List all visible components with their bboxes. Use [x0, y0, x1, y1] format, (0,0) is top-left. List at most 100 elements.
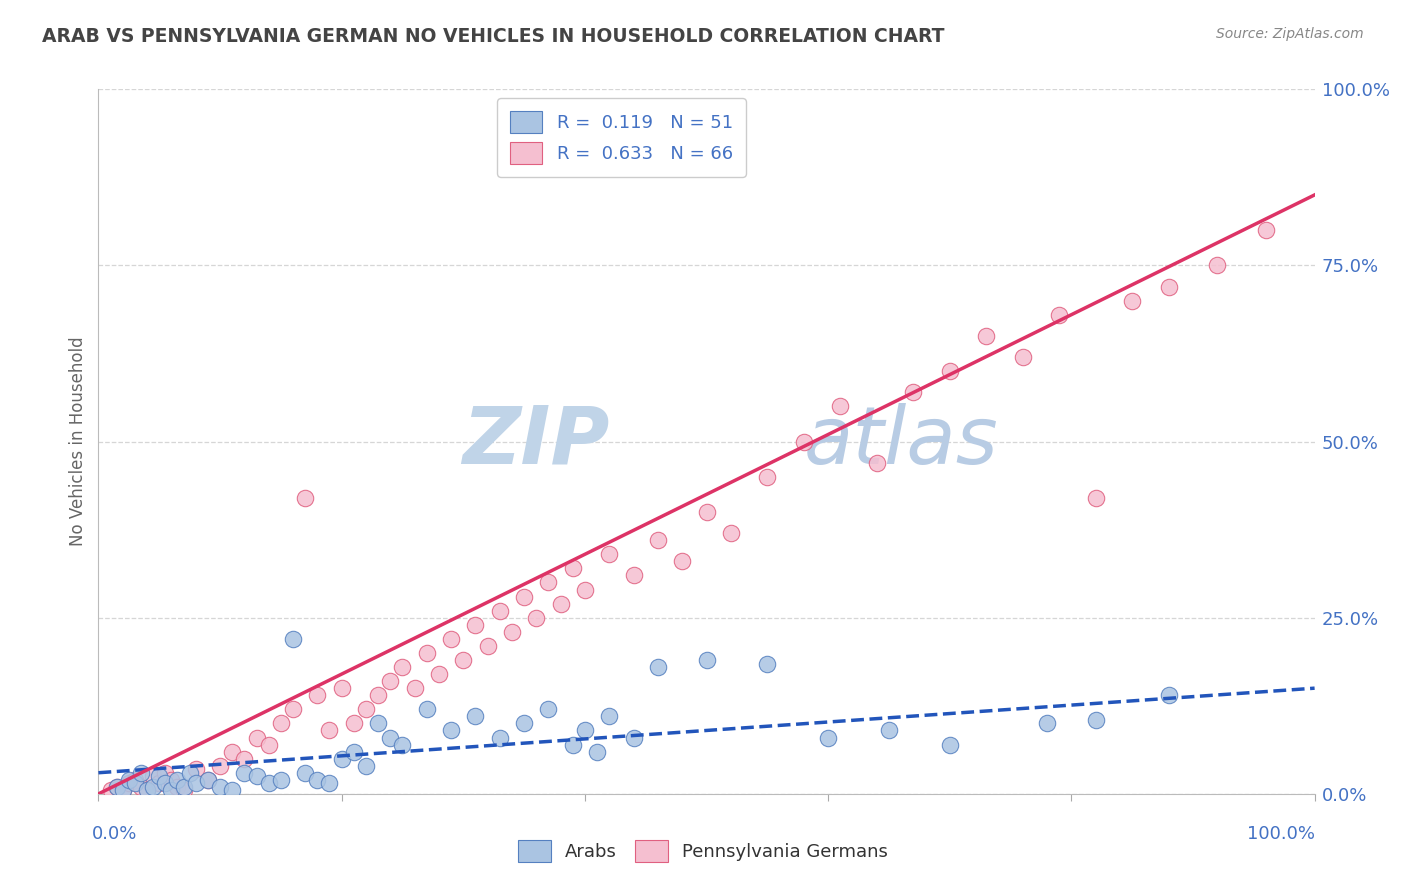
Point	[129, 765, 152, 780]
Point	[817, 731, 839, 745]
Point	[184, 776, 207, 790]
Point	[197, 772, 219, 787]
Point	[647, 533, 669, 548]
Point	[464, 709, 486, 723]
Point	[561, 738, 583, 752]
Point	[524, 610, 547, 624]
Text: 0.0%: 0.0%	[91, 825, 136, 843]
Text: Source: ZipAtlas.com: Source: ZipAtlas.com	[1216, 27, 1364, 41]
Point	[696, 653, 718, 667]
Point	[598, 709, 620, 723]
Point	[294, 765, 316, 780]
Point	[179, 765, 201, 780]
Point	[354, 758, 377, 772]
Text: atlas: atlas	[804, 402, 998, 481]
Point	[318, 723, 340, 738]
Point	[720, 526, 742, 541]
Point	[166, 780, 188, 794]
Point	[307, 688, 329, 702]
Legend: Arabs, Pennsylvania Germans: Arabs, Pennsylvania Germans	[510, 833, 896, 870]
Point	[245, 731, 267, 745]
Point	[294, 491, 316, 505]
Point	[877, 723, 900, 738]
Point	[173, 783, 195, 797]
Point	[1254, 223, 1277, 237]
Point	[343, 716, 366, 731]
Point	[1206, 258, 1229, 272]
Point	[307, 772, 329, 787]
Point	[537, 575, 560, 590]
Point	[257, 776, 280, 790]
Point	[155, 765, 177, 780]
Point	[367, 716, 389, 731]
Point	[671, 554, 693, 568]
Point	[1157, 688, 1180, 702]
Point	[160, 772, 183, 787]
Point	[550, 597, 572, 611]
Point	[367, 688, 389, 702]
Point	[427, 667, 450, 681]
Point	[124, 776, 146, 790]
Point	[136, 783, 159, 797]
Point	[793, 434, 815, 449]
Point	[330, 751, 353, 765]
Point	[1121, 293, 1143, 308]
Point	[136, 783, 159, 797]
Point	[488, 731, 510, 745]
Point	[513, 590, 536, 604]
Point	[148, 769, 170, 783]
Point	[330, 681, 353, 696]
Point	[105, 780, 128, 794]
Point	[598, 547, 620, 561]
Point	[233, 751, 256, 765]
Point	[221, 783, 243, 797]
Point	[257, 738, 280, 752]
Point	[974, 328, 997, 343]
Point	[939, 738, 962, 752]
Point	[586, 745, 609, 759]
Point	[1047, 308, 1070, 322]
Point	[440, 632, 463, 646]
Point	[148, 776, 170, 790]
Text: ARAB VS PENNSYLVANIA GERMAN NO VEHICLES IN HOUSEHOLD CORRELATION CHART: ARAB VS PENNSYLVANIA GERMAN NO VEHICLES …	[42, 27, 945, 45]
Point	[233, 765, 256, 780]
Point	[142, 769, 165, 783]
Point	[197, 772, 219, 787]
Point	[270, 716, 292, 731]
Point	[391, 660, 413, 674]
Point	[416, 646, 439, 660]
Point	[696, 505, 718, 519]
Point	[343, 745, 366, 759]
Point	[184, 762, 207, 776]
Point	[118, 772, 141, 787]
Point	[453, 653, 475, 667]
Point	[142, 780, 165, 794]
Point	[105, 780, 128, 794]
Point	[354, 702, 377, 716]
Point	[756, 469, 779, 483]
Point	[209, 758, 232, 772]
Point	[404, 681, 426, 696]
Point	[129, 780, 152, 794]
Point	[440, 723, 463, 738]
Y-axis label: No Vehicles in Household: No Vehicles in Household	[69, 336, 87, 547]
Point	[111, 783, 134, 797]
Point	[574, 723, 596, 738]
Point	[647, 660, 669, 674]
Point	[623, 731, 645, 745]
Point	[866, 456, 889, 470]
Point	[270, 772, 292, 787]
Point	[477, 639, 499, 653]
Point	[574, 582, 596, 597]
Point	[281, 632, 304, 646]
Point	[221, 745, 243, 759]
Point	[756, 657, 779, 671]
Point	[501, 624, 523, 639]
Point	[939, 364, 962, 378]
Point	[124, 772, 146, 787]
Point	[464, 617, 486, 632]
Point	[318, 776, 340, 790]
Point	[155, 776, 177, 790]
Point	[1084, 491, 1107, 505]
Point	[830, 399, 852, 413]
